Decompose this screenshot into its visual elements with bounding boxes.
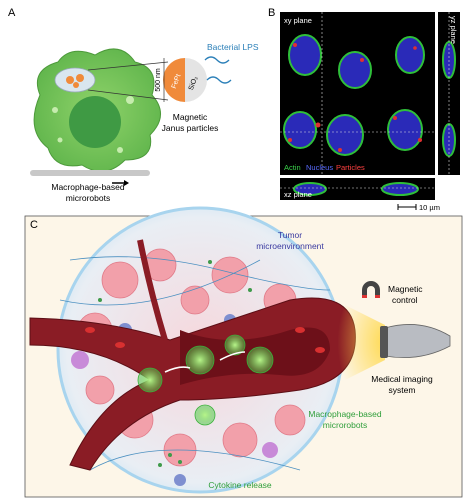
particle-label: Janus particles	[162, 123, 219, 133]
xz-plane-label: xz plane	[284, 190, 312, 199]
imaging-probe	[337, 281, 451, 380]
shell-label: SiO₂	[188, 75, 200, 91]
zoom-lines	[87, 61, 169, 101]
imaging-label: Medical imaging	[371, 374, 433, 384]
robot-label: microrobots	[323, 420, 367, 430]
macrophage	[30, 48, 161, 186]
janus-particle	[163, 56, 232, 102]
magnet-label: control	[392, 295, 418, 305]
core-label: FePt	[171, 73, 183, 89]
legend-particles: Particles	[336, 163, 365, 172]
robot-label: Macrophage-based	[308, 409, 382, 419]
legend-actin: Actin	[284, 163, 301, 172]
cytokine-label: Cytokine release	[208, 480, 272, 490]
tumor-label: Tumor	[278, 230, 302, 240]
imaging-label: system	[389, 385, 416, 395]
yz-plane-label: yz plane	[449, 16, 458, 44]
scale-bar-label: 10 µm	[419, 203, 440, 212]
particle-label: Magnetic	[173, 112, 208, 122]
panel-label: B	[268, 7, 275, 19]
cell-label: microrobots	[66, 193, 110, 203]
tumor-label: microenvironment	[256, 241, 324, 251]
legend-nucleus: Nucleus	[306, 163, 333, 172]
magnet-label: Magnetic	[388, 284, 423, 294]
panel-label: A	[8, 7, 16, 19]
panel-label: C	[30, 219, 38, 231]
scale-bar	[397, 204, 417, 210]
size-label: 500 nm	[155, 68, 162, 92]
cell-label: Macrophage-based	[51, 182, 125, 192]
tumor-illustration	[29, 206, 356, 494]
xy-plane-label: xy plane	[284, 16, 312, 25]
microscopy-image	[280, 12, 460, 200]
coating-label: Bacterial LPS	[207, 42, 259, 52]
